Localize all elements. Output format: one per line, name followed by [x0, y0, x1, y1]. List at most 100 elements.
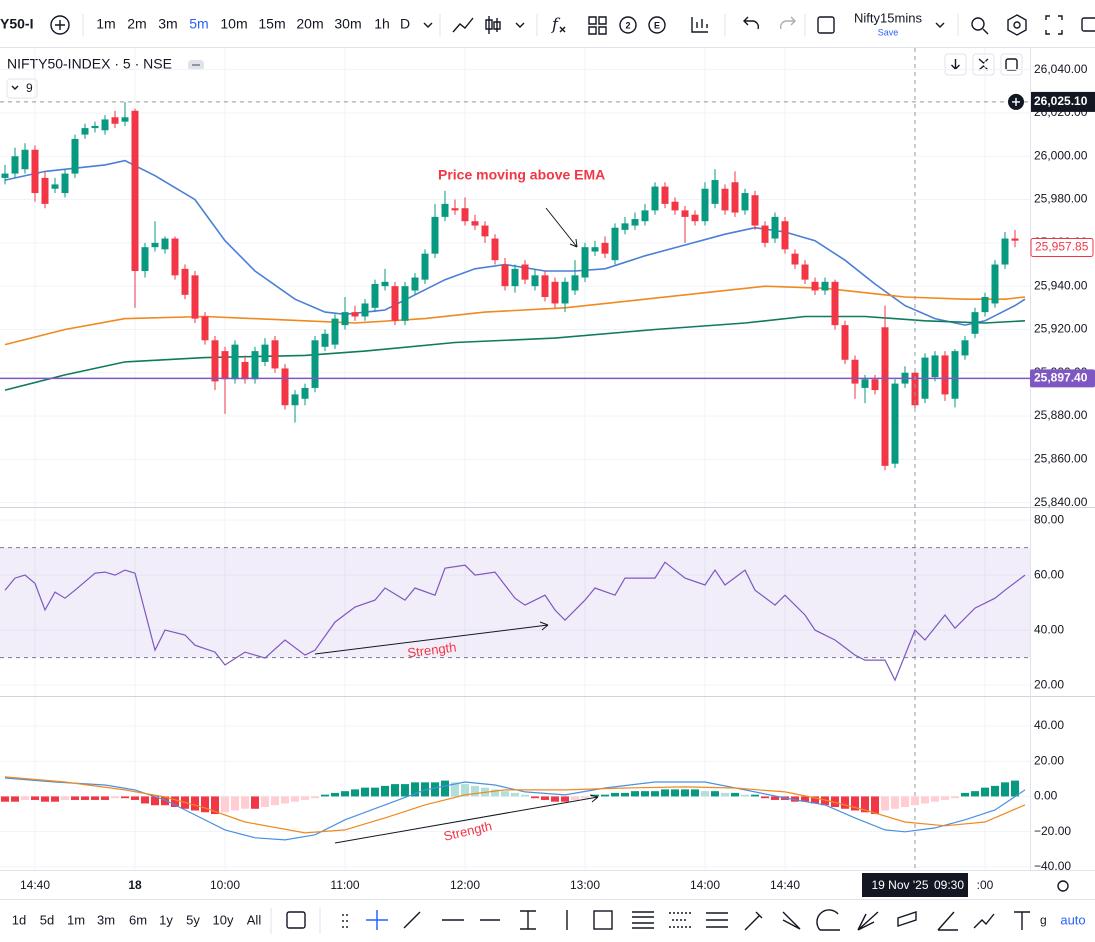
candle-body: [171, 238, 179, 276]
interval-button[interactable]: 15m: [258, 16, 285, 32]
fib-ext-tool[interactable]: [706, 912, 728, 928]
range-button[interactable]: 5d: [40, 912, 54, 927]
candle-body: [111, 117, 119, 124]
badge: E: [654, 20, 660, 30]
histogram-bar: [791, 796, 799, 802]
histogram-bar: [901, 796, 909, 807]
x-tick-label: 11:00: [330, 878, 359, 892]
interval-button[interactable]: 2m: [127, 16, 146, 32]
layout-button[interactable]: [817, 16, 835, 34]
interval-button[interactable]: 30m: [334, 16, 361, 32]
y-tick-label: −40.00: [1034, 859, 1071, 873]
indicators-button[interactable]: f: [551, 15, 561, 34]
channel-tool[interactable]: [632, 911, 654, 929]
fib-tool[interactable]: [669, 912, 691, 928]
candle-body: [961, 340, 969, 356]
y-tick-label: 25,940.00: [1034, 278, 1088, 292]
histogram-bar: [551, 796, 559, 802]
chart-type-menu[interactable]: [515, 22, 525, 28]
time-axis-settings[interactable]: [1057, 880, 1069, 892]
candle-body: [211, 340, 219, 382]
templates-button[interactable]: [588, 16, 607, 35]
text-tool[interactable]: [1014, 911, 1030, 930]
crosshair-time-bg: [862, 873, 968, 897]
arc-tool[interactable]: [816, 909, 840, 931]
fullscreen-button[interactable]: [1045, 15, 1063, 35]
candle-body: [241, 361, 249, 380]
histogram-bar: [371, 787, 379, 797]
layout-menu[interactable]: [935, 22, 945, 28]
y-tick-label: 25,860.00: [1034, 452, 1088, 466]
interval-button[interactable]: 3m: [158, 16, 177, 32]
snapshot-button[interactable]: [1081, 17, 1095, 32]
candle-body: [101, 119, 109, 131]
symbol-name[interactable]: Y50-I: [0, 16, 33, 32]
range-button[interactable]: 1d: [12, 912, 26, 927]
histogram-bar: [71, 796, 79, 800]
path-tool[interactable]: [973, 913, 995, 929]
y-tick-label: −20.00: [1034, 824, 1071, 838]
candle-body: [501, 264, 509, 287]
save-label[interactable]: Save: [878, 27, 899, 37]
drag-handle: [342, 914, 348, 928]
range-button[interactable]: 10y: [213, 912, 234, 927]
go-to-date-button[interactable]: [286, 911, 306, 929]
candles-button[interactable]: [485, 16, 501, 34]
indicator-line: [4, 777, 1026, 841]
replay-button[interactable]: [691, 17, 708, 33]
alert-button[interactable]: [971, 17, 985, 31]
interval-button[interactable]: 1m: [96, 16, 115, 32]
y-tick-label: 0.00: [1034, 789, 1058, 803]
y-tick-label: 25,840.00: [1034, 495, 1088, 509]
auto-scale-button[interactable]: auto: [1060, 912, 1085, 927]
candle-body: [541, 275, 549, 297]
y-tick-label: 60.00: [1034, 567, 1064, 581]
text-range-tool[interactable]: [520, 910, 536, 930]
trendline-tool[interactable]: [403, 911, 421, 929]
indicators-collapse[interactable]: [6, 78, 38, 99]
interval-button[interactable]: D: [400, 16, 410, 32]
candle-body: [121, 117, 129, 122]
range-button[interactable]: 6m: [129, 912, 147, 927]
maximize-pane-button[interactable]: [1000, 53, 1023, 76]
range-button[interactable]: 1y: [159, 912, 173, 927]
histogram-bar: [881, 796, 889, 811]
chart-type-button[interactable]: [452, 17, 474, 33]
candle-body: [701, 188, 709, 222]
candle-body: [891, 383, 899, 464]
histogram-bar: [211, 796, 219, 815]
brush-tool[interactable]: [744, 911, 763, 931]
layout-name[interactable]: Nifty15mins: [854, 10, 922, 25]
interval-button[interactable]: 5m: [189, 16, 208, 32]
range-button[interactable]: All: [247, 912, 262, 927]
candle-body: [311, 340, 319, 388]
interval-menu[interactable]: [423, 22, 433, 28]
undo-button[interactable]: [743, 16, 760, 30]
histogram-bar: [1011, 780, 1019, 797]
angle-tool[interactable]: [937, 911, 958, 931]
range-button[interactable]: 1m: [67, 912, 85, 927]
gann-tool[interactable]: [857, 911, 879, 931]
add-symbol-button[interactable]: [50, 15, 70, 35]
interval-button[interactable]: 20m: [296, 16, 323, 32]
pitchfork-tool[interactable]: [782, 911, 801, 930]
badge-circle[interactable]: [648, 16, 666, 34]
histogram-bar: [341, 791, 349, 797]
range-button[interactable]: 3m: [97, 912, 115, 927]
parallel-tool[interactable]: [897, 911, 917, 927]
pane-buttons: [944, 53, 1023, 76]
settings-button[interactable]: [1007, 14, 1027, 36]
redo-button[interactable]: [779, 16, 796, 30]
badge-circle[interactable]: [619, 16, 637, 34]
crosshair-tool[interactable]: [366, 910, 388, 930]
histogram-bar: [661, 789, 669, 797]
range-button[interactable]: 5y: [186, 912, 200, 927]
interval-button[interactable]: 1h: [374, 16, 390, 32]
interval-button[interactable]: 10m: [220, 16, 247, 32]
collapse-pane-button[interactable]: [972, 53, 995, 76]
rectangle-tool[interactable]: [593, 910, 613, 930]
rsi-band: [0, 547, 1030, 658]
